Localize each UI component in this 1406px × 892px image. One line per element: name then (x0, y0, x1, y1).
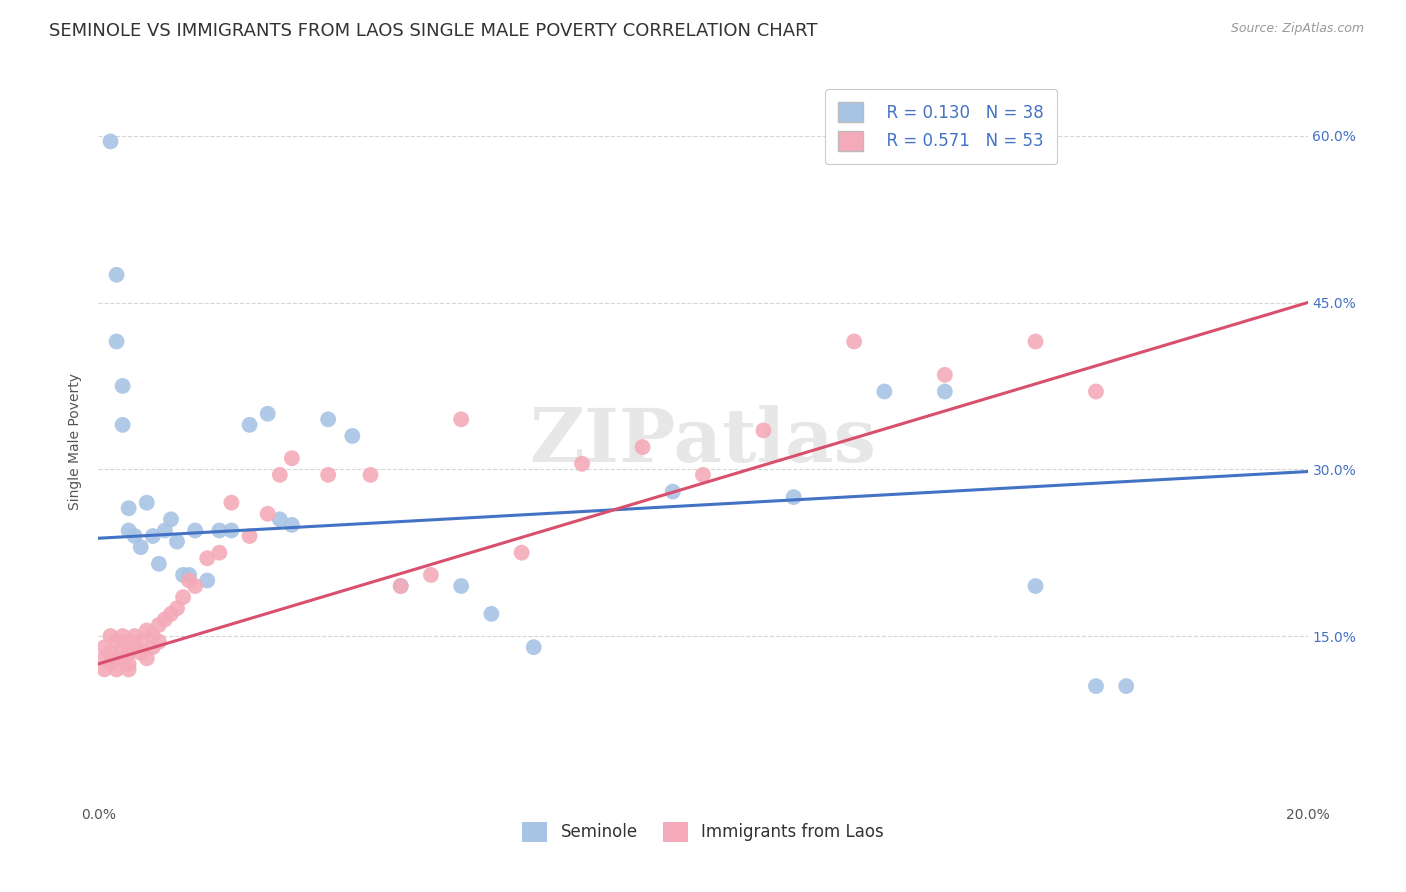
Point (934, 368, 956, 382)
Point (111, 417, 134, 432)
Point (179, 574, 201, 588)
Point (166, 601, 188, 615)
Point (661, 484, 683, 499)
Point (172, 568, 194, 582)
Y-axis label: Single Male Poverty: Single Male Poverty (69, 373, 83, 510)
Text: SEMINOLE VS IMMIGRANTS FROM LAOS SINGLE MALE POVERTY CORRELATION CHART: SEMINOLE VS IMMIGRANTS FROM LAOS SINGLE … (49, 22, 818, 40)
Point (148, 557, 170, 571)
Point (1024, 579, 1046, 593)
Point (111, 640, 134, 655)
Point (195, 551, 218, 566)
Point (129, 634, 152, 648)
Point (93, 640, 115, 655)
Point (105, 634, 128, 648)
Point (184, 579, 207, 593)
Point (184, 524, 207, 538)
Point (100, 629, 122, 643)
Point (420, 568, 443, 582)
Point (111, 379, 134, 393)
Point (166, 534, 188, 549)
Point (221, 496, 243, 510)
Point (450, 579, 472, 593)
Point (118, 501, 141, 516)
Point (1085, 679, 1108, 693)
Point (142, 629, 165, 643)
Point (692, 467, 714, 482)
Point (571, 457, 593, 471)
Point (105, 268, 128, 282)
Point (281, 451, 304, 466)
Point (129, 646, 152, 660)
Point (105, 662, 128, 676)
Point (510, 546, 533, 560)
Point (389, 579, 412, 593)
Point (281, 517, 304, 532)
Point (153, 612, 176, 626)
Point (148, 618, 170, 632)
Point (256, 407, 278, 421)
Point (118, 662, 141, 676)
Point (124, 529, 146, 543)
Point (316, 467, 339, 482)
Point (208, 524, 231, 538)
Point (934, 384, 956, 399)
Point (239, 417, 262, 432)
Point (873, 384, 896, 399)
Point (142, 529, 165, 543)
Point (269, 467, 291, 482)
Point (160, 607, 183, 621)
Point (93, 651, 115, 665)
Point (93, 662, 115, 676)
Point (523, 640, 546, 655)
Point (450, 412, 472, 426)
Point (142, 640, 165, 655)
Point (124, 640, 146, 655)
Point (111, 629, 134, 643)
Point (105, 334, 128, 349)
Point (221, 524, 243, 538)
Point (124, 629, 146, 643)
Point (118, 657, 141, 671)
Point (1024, 334, 1046, 349)
Point (135, 624, 157, 638)
Point (256, 507, 278, 521)
Point (118, 634, 141, 648)
Point (752, 424, 775, 438)
Point (179, 568, 201, 582)
Point (208, 546, 231, 560)
Point (316, 412, 339, 426)
Point (783, 490, 806, 504)
Point (360, 467, 382, 482)
Point (844, 334, 866, 349)
Point (153, 524, 176, 538)
Point (100, 657, 122, 671)
Point (239, 529, 262, 543)
Point (160, 512, 183, 526)
Point (631, 440, 654, 454)
Point (342, 429, 364, 443)
Point (195, 574, 218, 588)
Text: ZIPatlas: ZIPatlas (530, 405, 876, 478)
Point (1085, 384, 1108, 399)
Point (389, 579, 412, 593)
Legend: Seminole, Immigrants from Laos: Seminole, Immigrants from Laos (516, 815, 890, 848)
Point (148, 634, 170, 648)
Point (100, 646, 122, 660)
Point (481, 607, 503, 621)
Point (118, 524, 141, 538)
Point (100, 135, 122, 149)
Point (111, 651, 134, 665)
Point (118, 646, 141, 660)
Point (135, 496, 157, 510)
Point (105, 651, 128, 665)
Point (269, 512, 291, 526)
Point (172, 590, 194, 604)
Point (129, 540, 152, 554)
Point (1115, 679, 1137, 693)
Point (135, 651, 157, 665)
Text: Source: ZipAtlas.com: Source: ZipAtlas.com (1230, 22, 1364, 36)
